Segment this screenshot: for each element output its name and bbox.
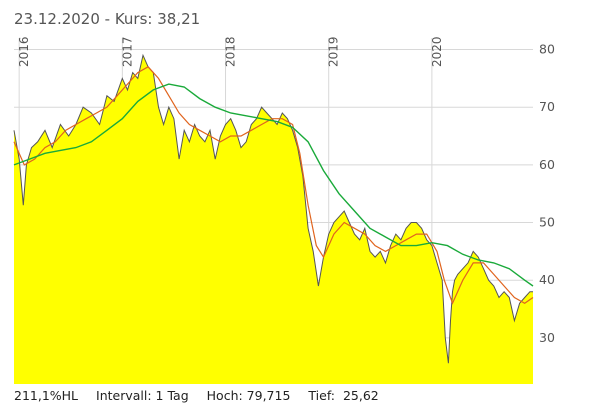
moving-average-short-line xyxy=(13,66,534,305)
x-axis-year-labels: 2016 2017 2018 2019 2020 xyxy=(17,36,444,67)
x-tick-label: 2018 xyxy=(224,36,238,67)
low-label: Tief: 25,62 xyxy=(308,388,379,403)
price-area xyxy=(14,55,533,385)
y-tick-label: 30 xyxy=(539,330,555,345)
y-tick-label: 40 xyxy=(539,272,555,287)
interval-label: Intervall: 1 Tag xyxy=(96,388,189,403)
price-label: - Kurs: 38,21 xyxy=(99,10,201,28)
date-label: 23.12.2020 xyxy=(14,10,100,28)
x-tick-label: 2017 xyxy=(120,36,134,67)
x-tick-label: 2016 xyxy=(17,36,31,67)
hl-label: 211,1%HL xyxy=(14,388,79,403)
price-line xyxy=(13,53,533,364)
y-tick-label: 70 xyxy=(539,99,555,114)
x-tick-label: 2020 xyxy=(430,36,444,67)
high-label: Hoch: 79,715 xyxy=(206,388,291,403)
chart-header: 23.12.2020 - Kurs: 38,21 xyxy=(14,10,200,28)
y-tick-label: 60 xyxy=(539,157,555,172)
y-axis-ticks: 30 40 50 60 70 80 xyxy=(539,42,555,345)
moving-average-long-line xyxy=(13,83,534,287)
x-tick-label: 2019 xyxy=(327,36,341,67)
y-tick-label: 80 xyxy=(539,42,555,57)
chart-footer: 211,1%HL Intervall: 1 Tag Hoch: 79,715 Tief… xyxy=(14,388,397,403)
y-tick-label: 50 xyxy=(539,215,555,230)
